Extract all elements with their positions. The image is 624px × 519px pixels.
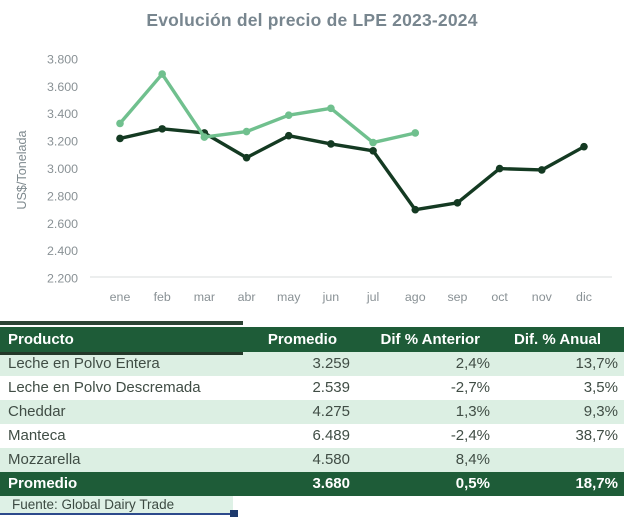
y-tick-label: 2.800 (47, 189, 78, 203)
table-row-mozzarella: Mozzarella 4.580 8,4% (0, 448, 624, 472)
y-tick-label: 3.000 (47, 162, 78, 176)
cell-dif-anterior[interactable]: 1,3% (455, 403, 490, 420)
series-line-2024 (118, 72, 417, 145)
selection-border (0, 513, 237, 515)
x-tick-label: ago (405, 290, 426, 304)
cell-dif-anterior[interactable]: 0,5% (455, 475, 490, 492)
series-marker-2024 (158, 70, 166, 78)
series-marker-2023 (327, 140, 335, 148)
y-tick-label: 2.200 (47, 272, 78, 286)
cell-producto[interactable]: Mozzarella (8, 451, 81, 468)
producto-header-underline (0, 352, 243, 355)
series-marker-2024 (327, 104, 335, 113)
series-marker-2023 (284, 131, 293, 140)
cell-dif-anterior[interactable]: 2,4% (455, 355, 490, 372)
x-tick-label: jun (322, 290, 340, 304)
source-text: Fuente: Global Dairy Trade (12, 497, 175, 512)
header-dif-anterior[interactable]: Dif % Anterior (380, 331, 480, 348)
series-marker-2023 (411, 205, 420, 214)
y-tick-label: 3.400 (47, 107, 78, 121)
y-tick-label: 3.200 (47, 135, 78, 149)
table-row-cheddar: Cheddar 4.275 1,3% 9,3% (0, 400, 624, 424)
x-tick-label: sep (447, 290, 467, 304)
cell-producto[interactable]: Promedio (8, 475, 78, 492)
header-producto[interactable]: Producto (8, 331, 74, 348)
x-tick-label: oct (491, 290, 508, 304)
cell-promedio[interactable]: 3.680 (312, 475, 350, 492)
x-tick-label: may (277, 290, 301, 304)
cell-dif-anual[interactable]: 3,5% (583, 379, 618, 396)
table-header-row: Producto Promedio Dif % Anterior Dif. % … (0, 327, 624, 352)
series-marker-2023 (116, 134, 124, 143)
series-marker-2023 (538, 166, 546, 174)
cell-promedio[interactable]: 4.275 (312, 403, 350, 420)
cell-producto[interactable]: Manteca (8, 427, 66, 444)
cell-promedio[interactable]: 2.539 (312, 379, 350, 396)
cell-dif-anual[interactable]: 13,7% (575, 355, 618, 372)
cell-producto[interactable]: Leche en Polvo Descremada (8, 379, 201, 396)
cell-dif-anterior[interactable]: -2,7% (450, 379, 490, 396)
y-tick-label: 3.800 (47, 52, 78, 66)
y-tick-label: 3.600 (47, 80, 78, 94)
cell-producto[interactable]: Leche en Polvo Entera (8, 355, 160, 372)
cell-dif-anterior[interactable]: 8,4% (455, 451, 490, 468)
table-row-promedio-total: Promedio 3.680 0,5% 18,7% (0, 472, 624, 496)
chart-title: Evolución del precio de LPE 2023-2024 (146, 10, 478, 30)
series-marker-2024 (369, 138, 377, 147)
x-tick-label: dic (576, 290, 592, 304)
y-tick-label: 2.400 (47, 244, 78, 258)
x-tick-label: nov (532, 290, 553, 304)
line-chart-canvas: 3.800 3.600 3.400 3.200 3.000 2.800 2.600 2.400… (47, 52, 612, 304)
cell-promedio[interactable]: 4.580 (312, 451, 350, 468)
cell-dif-anual[interactable]: 38,7% (575, 427, 618, 444)
y-tick-label: 2.600 (47, 217, 78, 231)
cell-dif-anual[interactable]: 9,3% (583, 403, 618, 420)
series-marker-2024 (200, 133, 209, 141)
source-cell[interactable]: Fuente: Global Dairy Trade (0, 496, 233, 513)
series-marker-2023 (580, 142, 588, 151)
header-promedio[interactable]: Promedio (267, 331, 337, 348)
cell-dif-anual[interactable]: 18,7% (575, 475, 618, 492)
series-marker-2024 (116, 119, 124, 128)
series-marker-2023 (158, 125, 166, 133)
series-marker-2023 (495, 164, 504, 173)
table-row-manteca: Manteca 6.489 -2,4% 38,7% (0, 424, 624, 448)
cell-promedio[interactable]: 6.489 (312, 427, 350, 444)
x-tick-label: jul (366, 290, 379, 304)
series-marker-2024 (411, 129, 420, 137)
x-tick-label: mar (194, 290, 215, 304)
table-row-leche-en-polvo-descremada: Leche en Polvo Descremada 2.539 -2,7% 3,… (0, 376, 624, 400)
x-tick-label: ene (110, 290, 131, 304)
table-row-leche-en-polvo-entera: Leche en Polvo Entera 3.259 2,4% 13,7% (0, 352, 624, 376)
cell-dif-anterior[interactable]: -2,4% (450, 427, 490, 444)
series-marker-2024 (284, 111, 293, 119)
x-tick-label: feb (154, 290, 171, 304)
series-marker-2024 (242, 127, 251, 136)
cell-producto[interactable]: Cheddar (8, 403, 66, 420)
cell-promedio[interactable]: 3.259 (312, 355, 350, 372)
selection-handle[interactable] (230, 510, 238, 517)
series-marker-2023 (453, 199, 462, 207)
header-dif-anual[interactable]: Dif. % Anual (514, 331, 601, 348)
x-tick-label: abr (238, 290, 256, 304)
series-line-2023 (118, 127, 586, 212)
series-marker-2023 (242, 153, 251, 162)
table-top-border (0, 321, 243, 325)
series-marker-2023 (369, 146, 377, 155)
